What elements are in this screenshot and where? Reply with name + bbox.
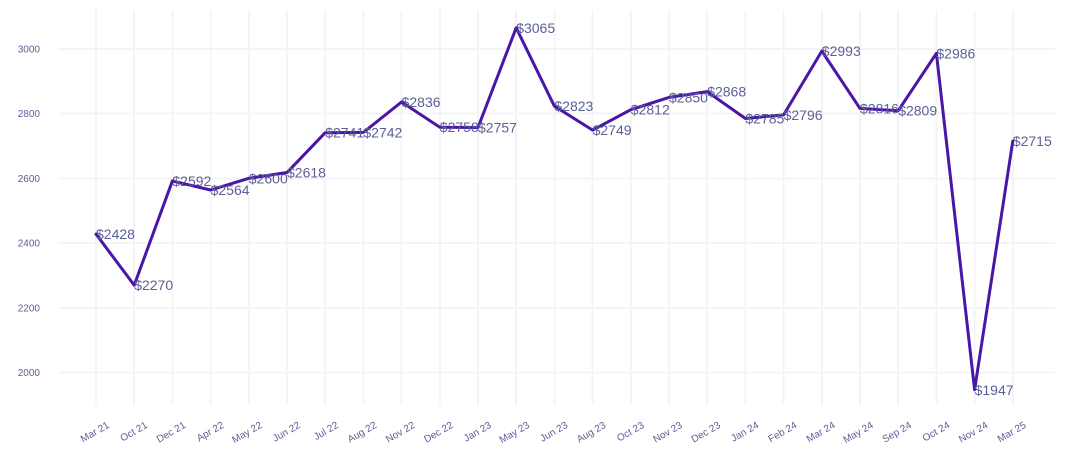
x-tick-label: Jun 23 [538,420,570,445]
y-tick-label: 2800 [18,109,41,120]
y-tick-label: 2000 [18,368,41,379]
series [94,26,1015,392]
y-tick-label: 2200 [18,303,41,314]
x-tick-label: Oct 23 [615,420,646,444]
x-tick-label: Nov 24 [957,420,990,446]
data-label: $2986 [936,45,975,61]
x-tick-label: Nov 22 [384,420,417,446]
data-label: $2749 [593,122,632,138]
x-tick-label: Dec 23 [690,420,723,446]
data-label: $2600 [249,170,288,186]
x-tick-label: Jan 24 [729,420,761,445]
data-label: $2993 [822,43,861,59]
x-tick-label: May 24 [842,420,876,446]
x-tick-label: Feb 24 [767,420,800,445]
y-tick-label: 2600 [18,174,41,185]
data-label: $2850 [669,89,708,105]
data-label: $2428 [96,226,135,242]
data-label: $2564 [211,182,250,198]
data-label: $1947 [975,382,1014,398]
y-axis: 2000 2200 2400 2600 2800 3000 [18,44,41,379]
data-label: $2816 [860,100,899,116]
data-label: $2758 [440,119,479,135]
x-tick-label: Sep 24 [881,420,914,446]
x-tick-label: Mar 25 [996,420,1029,445]
x-tick-label: Apr 22 [195,420,226,444]
x-axis: Mar 21 Oct 21 Dec 21 Apr 22 May 22 Jun 22 Jul … [79,420,1029,446]
x-tick-label: Jul 22 [312,420,341,443]
data-label: $2757 [478,120,517,136]
x-tick-label: May 23 [498,420,532,446]
x-tick-label: Mar 21 [79,420,112,445]
data-labels: $2428 $2270 $2592$2564$2600 $2618 $2741 $2742… [96,20,1052,398]
x-tick-label: Jun 22 [271,420,303,445]
data-label: $2741 [325,125,364,141]
data-label: $2785 [745,110,784,126]
y-tick-label: 3000 [18,44,41,55]
data-label: $2715 [1013,133,1052,149]
x-tick-label: Oct 24 [921,420,952,444]
y-tick-label: 2400 [18,239,41,250]
data-label: $2592 [172,173,211,189]
x-tick-label: Mar 24 [805,420,838,445]
data-label: $2796 [784,107,823,123]
data-label: $2270 [134,277,173,293]
data-label: $2823 [554,98,593,114]
x-tick-label: Nov 23 [652,420,685,446]
series-line [94,26,1015,392]
data-label: $2618 [287,165,326,181]
x-tick-label: Dec 22 [422,420,455,446]
data-label: $2812 [631,102,670,118]
grid [58,10,1055,405]
data-label: $2836 [402,94,441,110]
x-tick-label: Aug 23 [575,420,608,446]
x-tick-label: Dec 21 [155,420,188,446]
data-label: $2742 [363,124,402,140]
data-label: $2868 [707,84,746,100]
x-tick-label: Oct 21 [119,420,150,444]
data-label: $3065 [516,20,555,36]
data-label: $2809 [898,103,937,119]
x-tick-label: Aug 22 [346,420,379,446]
x-tick-label: May 22 [230,420,264,446]
x-tick-label: Jan 23 [462,420,494,445]
